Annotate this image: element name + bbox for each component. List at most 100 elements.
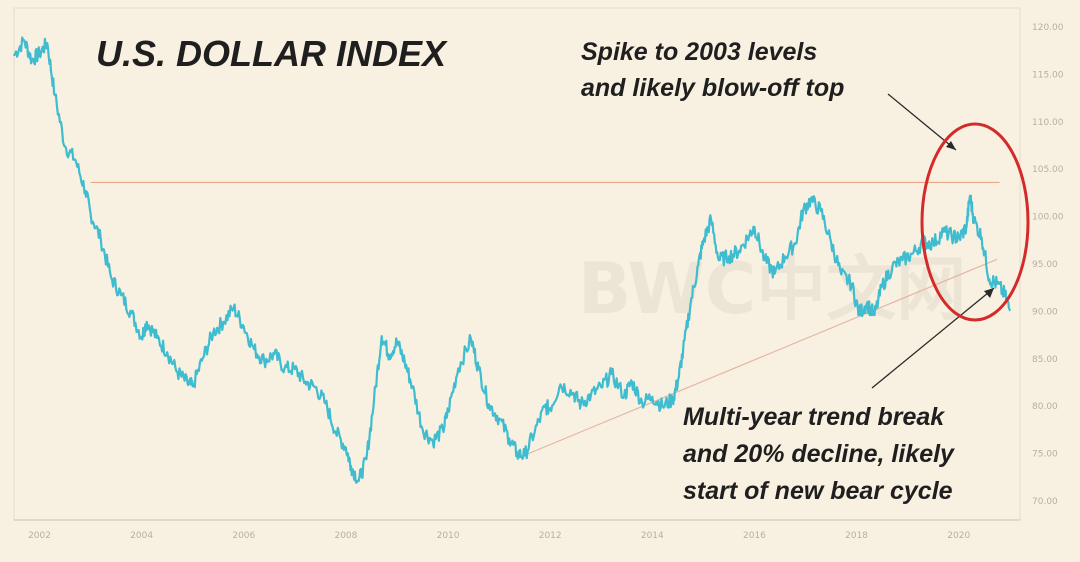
data-point bbox=[809, 198, 812, 201]
x-tick-label: 2018 bbox=[845, 531, 868, 541]
data-point bbox=[1003, 293, 1006, 296]
data-point bbox=[186, 382, 189, 385]
arrowhead bbox=[946, 141, 956, 150]
data-point bbox=[13, 54, 15, 57]
data-point bbox=[631, 380, 633, 383]
series-layer bbox=[13, 36, 1011, 484]
data-point bbox=[403, 360, 406, 363]
data-point bbox=[457, 367, 460, 370]
data-point bbox=[477, 368, 480, 371]
data-point bbox=[46, 42, 48, 44]
chart-title: U.S. DOLLAR INDEX bbox=[96, 33, 448, 74]
data-point bbox=[774, 272, 776, 275]
data-point bbox=[365, 458, 368, 461]
annotation-line: and likely blow-off top bbox=[581, 74, 844, 102]
watermark-text: BWC中文网 bbox=[578, 248, 966, 330]
data-point bbox=[345, 447, 347, 449]
data-point bbox=[431, 440, 434, 443]
data-point bbox=[120, 294, 123, 297]
y-tick-label: 100.00 bbox=[1032, 213, 1064, 223]
x-tick-labels: 2002 2004 2006 2008 2010 2012 2014 2016 2018 2020 bbox=[28, 531, 970, 541]
data-point bbox=[866, 303, 868, 305]
y-tick-label: 120.00 bbox=[1032, 23, 1064, 33]
data-point bbox=[516, 452, 518, 455]
data-point bbox=[710, 218, 712, 221]
annotation-trend-break: Multi-year trend break and 20% decline, l… bbox=[683, 403, 955, 505]
y-tick-label: 95.00 bbox=[1032, 260, 1058, 270]
annotation-spike: Spike to 2003 levels and likely blow-off … bbox=[581, 38, 844, 102]
data-point bbox=[600, 386, 603, 389]
data-point bbox=[544, 406, 546, 408]
x-tick-label: 2020 bbox=[947, 531, 970, 541]
data-point bbox=[1008, 309, 1011, 312]
reference-lines bbox=[90, 181, 1000, 459]
data-point bbox=[996, 283, 998, 285]
data-point bbox=[373, 399, 375, 402]
y-tick-label: 75.00 bbox=[1032, 450, 1058, 460]
data-point bbox=[191, 385, 194, 388]
data-point bbox=[324, 402, 327, 405]
data-point bbox=[421, 428, 424, 430]
data-point bbox=[549, 407, 551, 409]
arrow-trend-break bbox=[871, 287, 995, 389]
data-point bbox=[140, 336, 143, 338]
x-tick-label: 2002 bbox=[28, 531, 51, 541]
x-tick-label: 2014 bbox=[641, 531, 664, 541]
data-point bbox=[23, 39, 26, 42]
data-point bbox=[166, 351, 168, 353]
data-point bbox=[442, 429, 444, 431]
data-point bbox=[942, 230, 945, 233]
x-tick-label: 2006 bbox=[232, 531, 255, 541]
y-tick-label: 115.00 bbox=[1032, 70, 1064, 80]
data-point bbox=[334, 431, 337, 433]
data-point bbox=[748, 233, 751, 236]
y-tick-label: 80.00 bbox=[1032, 402, 1058, 412]
data-point bbox=[952, 235, 955, 238]
data-point bbox=[74, 158, 77, 161]
data-point bbox=[380, 335, 383, 337]
data-point bbox=[969, 194, 971, 197]
x-tick-label: 2012 bbox=[539, 531, 562, 541]
data-point bbox=[671, 398, 674, 401]
data-point bbox=[411, 385, 414, 388]
data-point bbox=[802, 210, 804, 212]
annotation-line: and 20% decline, likely bbox=[683, 440, 955, 468]
data-point bbox=[242, 325, 245, 328]
data-point bbox=[447, 410, 449, 412]
data-point bbox=[911, 252, 914, 255]
data-point bbox=[263, 359, 266, 362]
data-point bbox=[110, 276, 112, 279]
x-tick-label: 2016 bbox=[743, 531, 766, 541]
annotation-line: start of new bear cycle bbox=[683, 477, 953, 505]
data-point bbox=[470, 338, 472, 340]
data-point bbox=[212, 331, 214, 334]
data-point bbox=[559, 383, 562, 386]
data-point bbox=[651, 395, 654, 398]
data-point bbox=[100, 238, 102, 241]
data-point bbox=[763, 259, 766, 262]
data-point bbox=[222, 321, 225, 323]
data-point bbox=[784, 255, 786, 258]
data-point bbox=[488, 403, 490, 406]
data-point bbox=[973, 219, 975, 222]
data-point bbox=[794, 242, 797, 244]
data-point bbox=[873, 314, 876, 317]
data-point bbox=[31, 59, 33, 61]
annotation-line: Spike to 2003 levels bbox=[581, 38, 817, 66]
data-point bbox=[661, 405, 664, 408]
y-tick-label: 70.00 bbox=[1032, 497, 1058, 507]
data-point bbox=[717, 259, 720, 262]
data-point bbox=[965, 226, 968, 228]
data-point bbox=[830, 241, 832, 243]
data-point bbox=[858, 312, 860, 315]
data-point bbox=[145, 321, 148, 323]
x-tick-label: 2010 bbox=[437, 531, 460, 541]
arrowhead bbox=[984, 288, 994, 298]
data-point bbox=[932, 242, 934, 244]
x-tick-label: 2008 bbox=[334, 531, 357, 541]
data-point bbox=[980, 236, 983, 239]
data-point bbox=[580, 403, 582, 406]
y-tick-label: 90.00 bbox=[1032, 307, 1058, 317]
data-point bbox=[253, 348, 255, 351]
